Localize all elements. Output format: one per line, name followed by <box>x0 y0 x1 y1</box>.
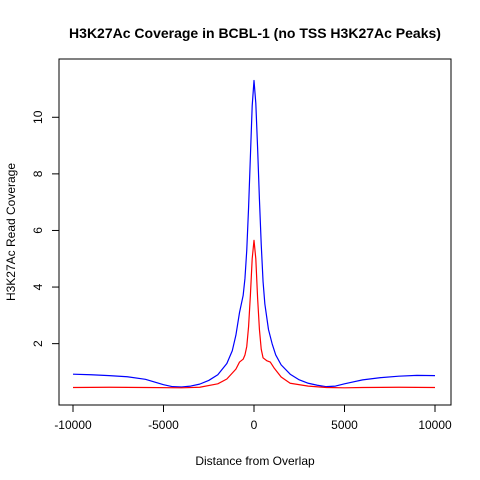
plot-frame <box>58 58 452 406</box>
y-tick-label: 2 <box>31 340 45 347</box>
series-layer <box>72 79 436 389</box>
y-tick-label: 10 <box>31 110 45 124</box>
x-tick-label: -5000 <box>148 418 179 432</box>
y-axis-label: H3K27Ac Read Coverage <box>4 163 18 301</box>
x-axis-label: Distance from Overlap <box>195 454 315 468</box>
x-tick-label: 0 <box>251 418 258 432</box>
x-tick-label: 10000 <box>418 418 452 432</box>
chart-title: H3K27Ac Coverage in BCBL-1 (no TSS H3K27… <box>69 25 441 41</box>
y-axis: 2 4 6 8 10 <box>31 110 59 347</box>
y-tick-label: 4 <box>31 283 45 290</box>
y-tick-label: 8 <box>31 170 45 177</box>
series-line-0 <box>72 79 436 388</box>
x-axis: -10000 -5000 0 5000 10000 <box>54 405 452 432</box>
x-tick-label: -10000 <box>54 418 92 432</box>
x-tick-label: 5000 <box>331 418 358 432</box>
y-tick-label: 6 <box>31 227 45 234</box>
series-line-1 <box>72 239 436 389</box>
